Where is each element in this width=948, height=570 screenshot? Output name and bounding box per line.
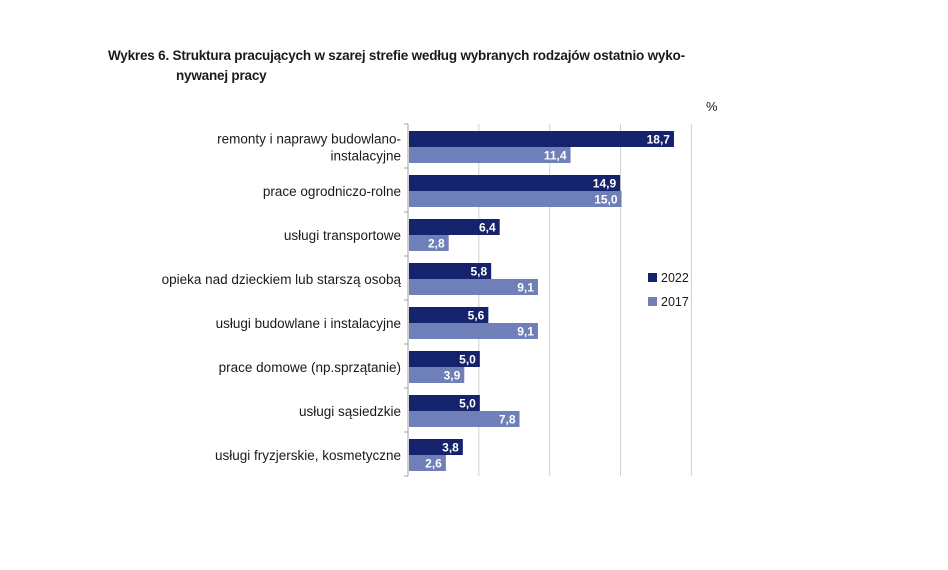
data-label-2017: 9,1 [517,281,534,295]
category-label: opieka nad dzieckiem lub starszą osobą [162,272,402,287]
bar-2022 [409,131,674,147]
data-label-2022: 5,0 [459,397,476,411]
data-label-2022: 14,9 [593,177,617,191]
category-label: remonty i naprawy budowlano- [217,132,401,147]
bar-2022 [409,351,480,367]
bar-2017 [409,279,538,295]
data-label-2017: 15,0 [594,193,618,207]
bar-2022 [409,219,500,235]
data-label-2017: 11,4 [544,149,567,163]
legend-swatch-2022 [648,273,657,282]
category-label: usługi budowlane i instalacyjne [216,316,401,331]
bar-2022 [409,439,463,455]
category-label: usługi sąsiedzkie [299,404,401,419]
data-label-2022: 3,8 [442,441,459,455]
bar-2017 [409,455,446,471]
legend-swatch-2017 [648,297,657,306]
bar-2017 [409,235,449,251]
unit-label: % [706,99,718,114]
data-label-2022: 5,8 [470,265,487,279]
bar-2022 [409,395,480,411]
data-label-2017: 2,6 [425,457,442,471]
category-label: instalacyjne [330,149,401,164]
chart-title-line-2: nywanej pracy [176,68,267,83]
data-label-2017: 3,9 [444,369,461,383]
data-label-2017: 9,1 [517,325,534,339]
legend-label-2022: 2022 [661,271,689,285]
data-label-2022: 6,4 [479,221,496,235]
category-label: usługi transportowe [284,228,401,243]
chart-title-line-1: Wykres 6. Struktura pracujących w szarej… [108,48,685,63]
data-label-2017: 2,8 [428,237,445,251]
category-label: prace ogrodniczo-rolne [263,184,401,199]
category-label: usługi fryzjerskie, kosmetyczne [215,448,401,463]
bar-2017 [409,411,520,427]
bar-2022 [409,175,621,191]
bar-2017 [409,323,538,339]
bar-2017 [409,147,571,163]
bar-2017 [409,191,622,207]
legend-label-2017: 2017 [661,295,689,309]
data-label-2022: 18,7 [647,133,671,147]
data-label-2017: 7,8 [499,413,516,427]
bar-2022 [409,263,492,279]
category-label: prace domowe (np.sprzątanie) [219,360,401,375]
data-label-2022: 5,0 [459,353,476,367]
bar-2022 [409,307,489,323]
data-label-2022: 5,6 [468,309,485,323]
bar-2017 [409,367,465,383]
